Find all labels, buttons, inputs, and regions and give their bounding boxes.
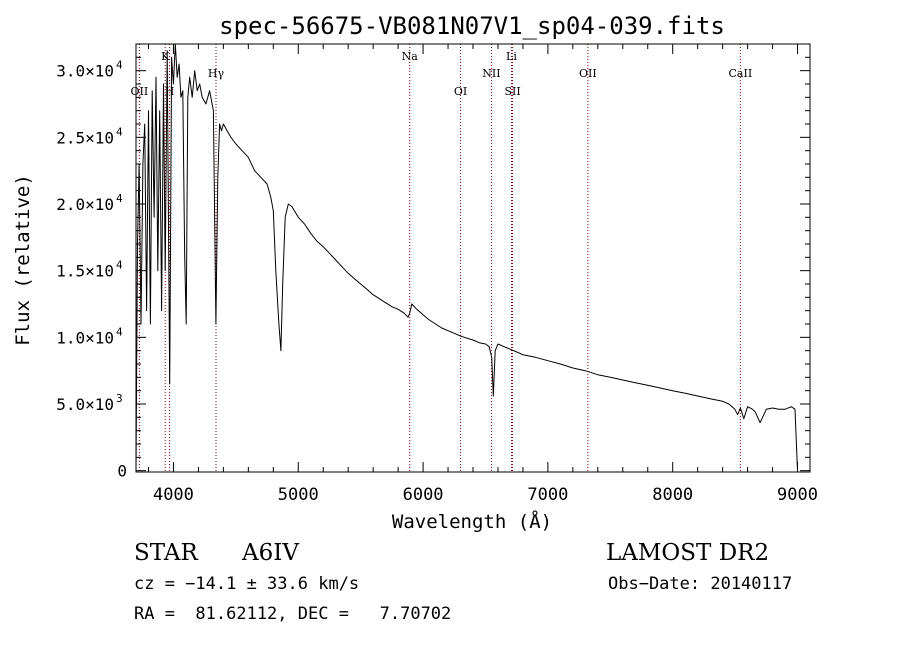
x-tick-label-5: 9000 [777,485,818,505]
x-axis: 4000 5000 6000 7000 8000 9000 [147,44,818,505]
x-tick-label-1: 5000 [278,485,319,505]
redshift-info: cz = −14.1 ± 33.6 km/s [134,574,360,594]
x-tick-label-0: 4000 [153,485,194,505]
x-tick-label-3: 7000 [527,485,568,505]
y-tick-label-0: 0 [117,462,127,481]
observation-date: Obs−Date: 20140117 [608,574,793,594]
y-tick-exponent-2: 4 [116,325,123,338]
chart-title: spec-56675-VB081N07V1_sp04-039.fits [219,12,725,40]
x-tick-label-4: 8000 [652,485,693,505]
y-tick-label-2: 1.0×10 [56,328,114,347]
y-tick-exponent-3: 4 [116,259,123,272]
line-label-9: OII [579,67,597,80]
emission-line-markers [138,44,741,472]
flux-line [135,43,798,471]
line-label-5: OI [454,85,467,98]
y-tick-label-4: 2.0×10 [56,195,114,214]
line-label-8: SII [504,85,520,98]
x-tick-label-2: 6000 [403,485,444,505]
line-label-2: H [165,85,175,98]
line-label-6: NII [482,67,500,80]
line-label-4: Na [402,50,419,63]
y-tick-exponent-4: 4 [116,192,123,205]
emission-line-labels: OII K H Hγ Na OI NII Li SII OII CaII [131,50,753,98]
spectral-class: A6IV [242,540,299,566]
line-label-7: Li [506,50,517,63]
y-tick-label-1: 5.0×10 [56,395,114,414]
line-label-10: CaII [729,67,753,80]
line-label-3: Hγ [208,67,225,80]
y-axis: 05.0×10 31.0×10 41.5×10 42.0×10 42.5×10 43.0×… [56,56,810,481]
line-label-0: OII [131,85,149,98]
coordinates: RA = 81.62112, DEC = 7.70702 [134,604,452,624]
plot-frame [135,43,811,473]
y-tick-label-5: 2.5×10 [56,128,114,147]
y-tick-exponent-6: 4 [116,59,123,72]
y-tick-exponent-1: 3 [116,392,123,405]
y-axis-label: Flux (relative) [12,174,34,346]
y-tick-label-6: 3.0×10 [56,62,114,81]
survey-name: LAMOST DR2 [606,540,770,566]
y-tick-label-3: 1.5×10 [56,262,114,281]
y-tick-exponent-5: 4 [116,125,123,138]
line-label-1: K [161,50,170,63]
flux-series [135,43,798,471]
x-axis-label: Wavelength (Å) [392,510,552,533]
object-type: STAR [134,540,198,566]
